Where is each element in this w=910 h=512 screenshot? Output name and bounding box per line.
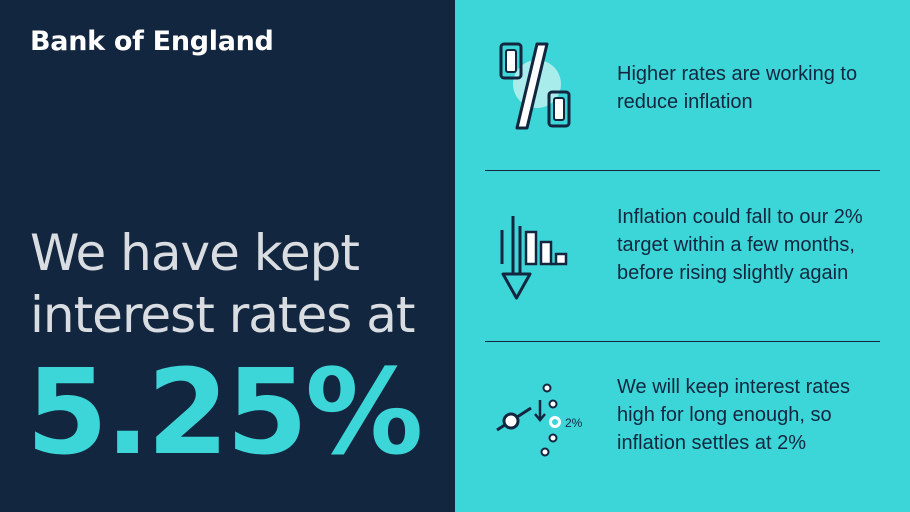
- right-panel: Higher rates are working to reduce infla…: [455, 0, 910, 512]
- left-panel: Bank of England We have kept interest ra…: [0, 0, 455, 512]
- interest-rate-value: 5.25%: [26, 343, 423, 481]
- target-path-icon: 2%: [495, 382, 595, 472]
- point-1-text: Higher rates are working to reduce infla…: [617, 63, 858, 113]
- point-1: Higher rates are working to reduce infla…: [485, 40, 880, 160]
- headline: We have kept interest rates at: [30, 224, 415, 344]
- point-2: Inflation could fall to our 2% target wi…: [485, 190, 880, 330]
- point-3: 2% We will keep interest rates high for …: [485, 360, 880, 500]
- brand-logo: Bank of England: [30, 26, 274, 57]
- percent-icon: [495, 40, 595, 140]
- point-2-text: Inflation could fall to our 2% target wi…: [617, 206, 863, 284]
- point-3-text: We will keep interest rates high for lon…: [617, 376, 851, 454]
- target-label: 2%: [565, 416, 583, 430]
- divider-2: [485, 341, 880, 342]
- divider-1: [485, 170, 880, 171]
- falling-bars-icon: [495, 212, 595, 312]
